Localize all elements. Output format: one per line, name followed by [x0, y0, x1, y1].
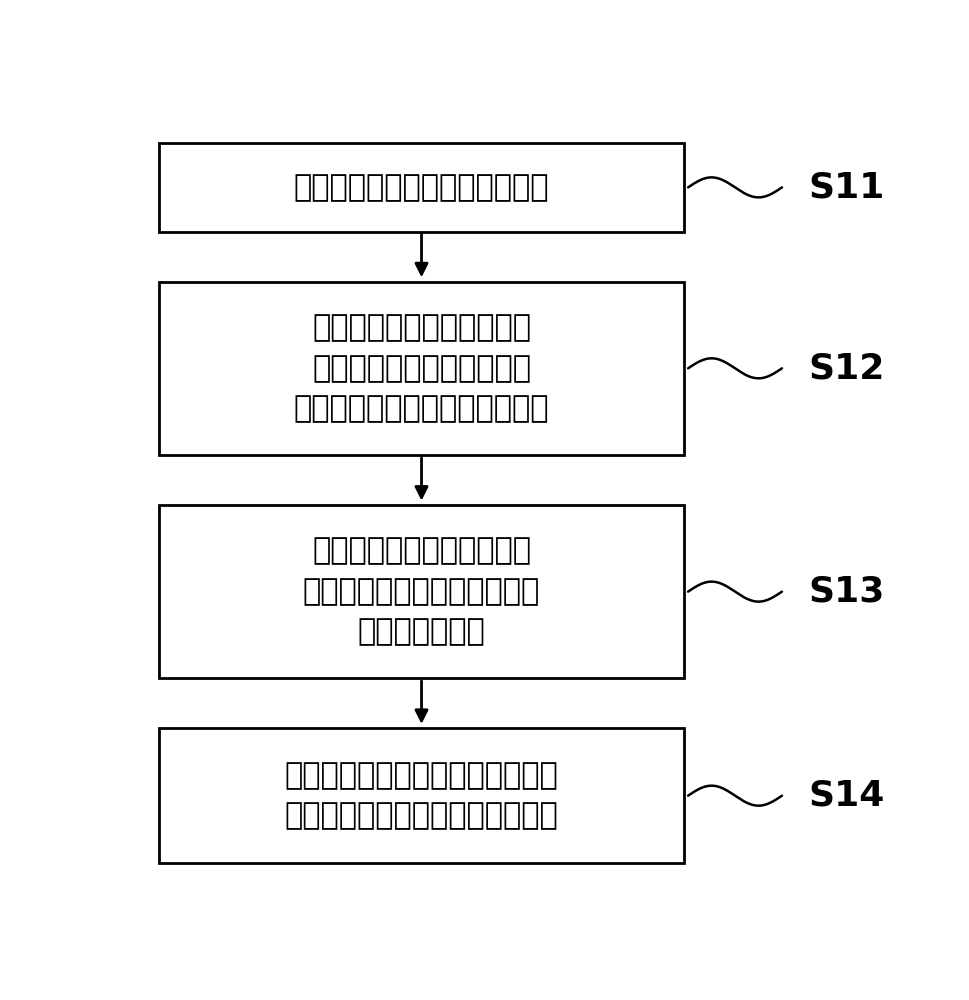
Text: S11: S11: [808, 170, 885, 204]
Bar: [159, 505, 684, 678]
Text: 根据各个待测子图像中目标的位置
信息，确定待测图像中目标的数量: 根据各个待测子图像中目标的位置 信息，确定待测图像中目标的数量: [285, 761, 558, 830]
Bar: [159, 143, 684, 232]
Text: S14: S14: [808, 779, 885, 813]
Text: 对各个待测子图像进行目标
检测，确定各个待测子图像中
目标的位置信息: 对各个待测子图像进行目标 检测，确定各个待测子图像中 目标的位置信息: [303, 537, 540, 647]
Text: S13: S13: [808, 575, 885, 609]
Text: S12: S12: [808, 351, 885, 385]
Text: 当待测图像的尺寸大于预设
值时，对待测图像进行分割
处理，得到至少两个待测子图像: 当待测图像的尺寸大于预设 值时，对待测图像进行分割 处理，得到至少两个待测子图像: [294, 313, 549, 423]
Bar: [159, 728, 684, 863]
Bar: [159, 282, 684, 455]
Text: 获取待测图像及待测图像的尺寸: 获取待测图像及待测图像的尺寸: [294, 173, 549, 202]
